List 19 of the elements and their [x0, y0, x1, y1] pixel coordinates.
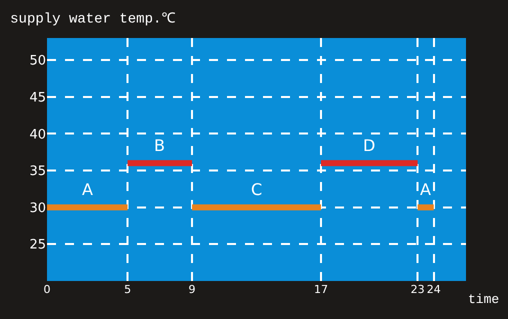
y-tick-label: 40 [29, 127, 46, 142]
x-tick-label: 0 [44, 283, 50, 296]
y-tick-label: 30 [29, 200, 46, 216]
x-axis-title: time [468, 292, 500, 307]
x-tick-label: 9 [188, 283, 196, 296]
annotation: B [154, 136, 165, 155]
y-tick-label: 45 [29, 90, 46, 106]
x-tick-label: 17 [314, 283, 328, 296]
chart-title: supply water temp.℃ [10, 12, 176, 28]
annotation: C [251, 180, 262, 199]
annotation: A [82, 180, 93, 199]
y-tick-label: 50 [29, 54, 46, 69]
y-tick-label: 25 [29, 238, 46, 253]
x-tick-label: 24 [426, 283, 441, 296]
annotation: A [420, 180, 431, 199]
x-tick-label: 23 [410, 283, 425, 296]
annotation: D [363, 136, 376, 155]
y-tick-label: 35 [29, 164, 46, 180]
x-tick-label: 5 [124, 283, 132, 296]
